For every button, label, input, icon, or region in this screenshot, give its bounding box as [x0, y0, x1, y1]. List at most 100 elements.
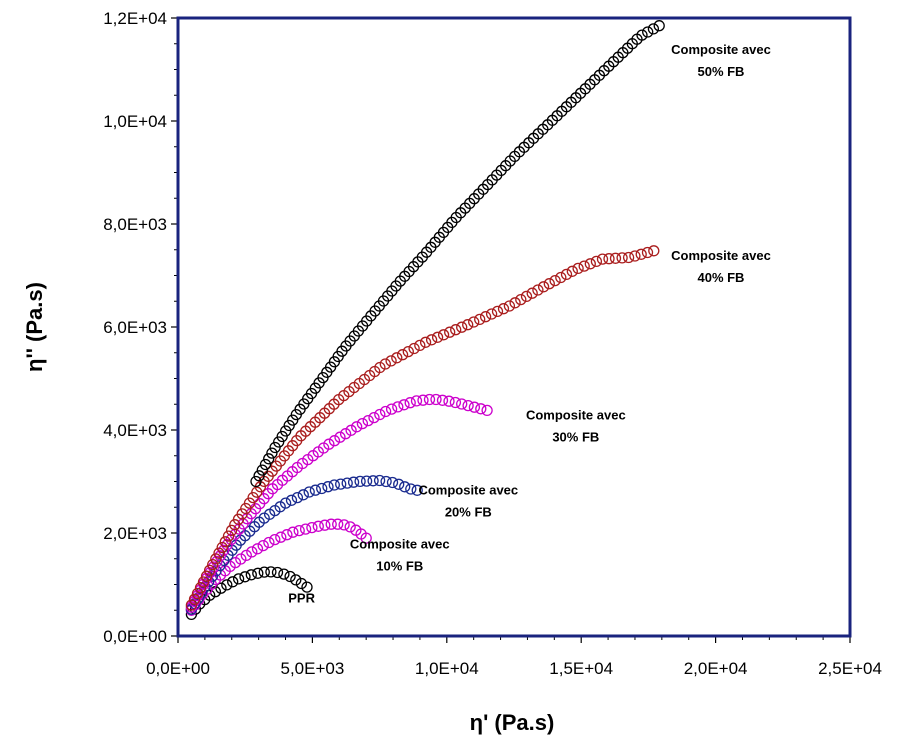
data-point	[221, 579, 233, 591]
data-point	[425, 334, 438, 346]
data-point	[225, 524, 238, 537]
data-point	[256, 464, 268, 476]
data-point	[341, 477, 353, 489]
data-point	[474, 313, 486, 326]
x-tick-label: 1,5E+04	[549, 659, 613, 678]
data-point	[356, 417, 369, 430]
data-point	[204, 589, 216, 601]
data-point	[616, 252, 628, 264]
data-point	[393, 478, 405, 490]
data-point	[391, 352, 403, 364]
data-point	[210, 553, 222, 565]
data-point	[351, 421, 363, 433]
data-point	[385, 355, 397, 367]
y-tick-label: 6,0E+03	[103, 318, 167, 337]
data-point	[309, 484, 322, 496]
series-annotation: 50% FB	[697, 64, 744, 79]
data-point	[344, 521, 356, 533]
data-point	[328, 479, 340, 491]
data-point	[609, 252, 622, 264]
data-point	[263, 536, 275, 549]
data-point	[396, 349, 409, 361]
data-point	[263, 453, 275, 465]
data-point	[323, 438, 335, 450]
data-point	[297, 489, 309, 501]
data-point	[287, 414, 299, 426]
series-annotation: Composite avec	[350, 536, 450, 551]
x-tick-label: 2,5E+04	[818, 659, 882, 678]
data-point	[417, 394, 429, 406]
data-point	[462, 319, 474, 331]
data-point	[411, 484, 423, 496]
data-point	[590, 255, 603, 268]
data-point	[515, 293, 527, 306]
data-point	[332, 518, 344, 530]
data-point	[373, 474, 386, 487]
data-point	[207, 558, 219, 571]
data-point	[273, 436, 285, 448]
series-3	[185, 393, 493, 613]
data-point	[219, 536, 231, 548]
data-point	[379, 358, 391, 370]
data-point	[243, 497, 256, 509]
data-point	[279, 497, 292, 509]
y-tick-label: 1,2E+04	[103, 9, 167, 28]
axes: 0,0E+00 5,0E+03 1,0E+04 1,5E+04 2,0E+04 2,5E+…	[103, 9, 882, 678]
data-point	[281, 529, 293, 541]
y-tick-label: 8,0E+03	[103, 215, 167, 234]
data-point	[549, 274, 561, 287]
data-point	[456, 321, 468, 333]
data-point	[635, 248, 647, 260]
data-point	[629, 250, 641, 262]
data-point	[399, 481, 411, 493]
y-tick-label: 2,0E+03	[103, 524, 167, 543]
data-point	[362, 414, 374, 427]
data-point	[636, 29, 648, 41]
data-point	[572, 262, 584, 275]
data-point	[566, 265, 578, 277]
series-annotation: 30% FB	[552, 430, 599, 445]
data-point	[520, 290, 533, 303]
series-layer	[185, 20, 665, 621]
data-point	[481, 404, 493, 417]
data-point	[430, 393, 442, 406]
data-point	[269, 441, 281, 454]
data-point	[276, 430, 288, 443]
data-point	[266, 447, 278, 459]
data-point	[191, 587, 204, 600]
data-point	[259, 458, 272, 471]
series-annotation: PPR	[288, 591, 315, 606]
data-point	[414, 339, 426, 352]
data-point	[295, 577, 308, 590]
data-point	[347, 476, 360, 488]
data-point	[642, 26, 654, 38]
x-axis-title: η' (Pa.s)	[470, 710, 555, 735]
data-point	[386, 476, 399, 489]
x-tick-label: 5,0E+03	[280, 659, 344, 678]
data-point	[227, 576, 239, 588]
data-point	[245, 569, 257, 581]
data-point	[235, 553, 247, 565]
series-4	[185, 245, 660, 611]
data-point	[232, 573, 245, 585]
data-point	[543, 278, 555, 290]
data-point	[385, 403, 398, 415]
data-point	[622, 251, 635, 264]
data-point	[443, 395, 455, 407]
data-point	[410, 395, 423, 407]
data-point	[475, 403, 487, 415]
data-point	[641, 246, 654, 259]
data-point	[215, 582, 227, 594]
data-point	[360, 475, 373, 487]
data-point	[491, 305, 504, 318]
plot-frame	[176, 16, 852, 638]
data-point	[398, 399, 410, 411]
data-point	[325, 518, 337, 530]
data-point	[526, 287, 538, 299]
series-annotation: Composite avec	[526, 408, 626, 423]
series-annotation: 40% FB	[697, 270, 744, 285]
data-point	[257, 539, 269, 552]
x-tick-label: 0,0E+00	[146, 659, 210, 678]
data-point	[319, 519, 331, 531]
data-point	[456, 398, 468, 410]
